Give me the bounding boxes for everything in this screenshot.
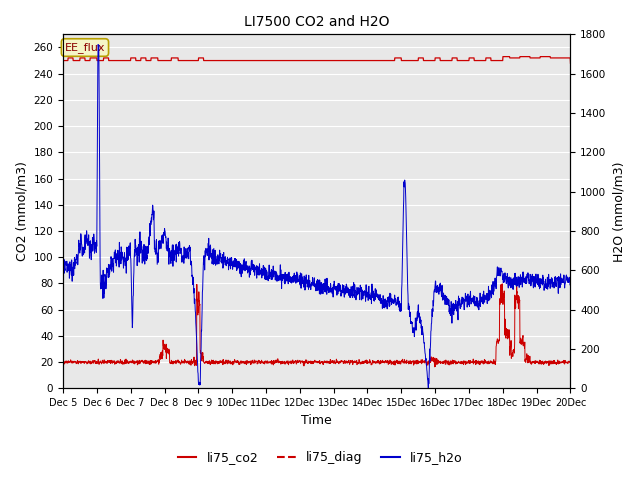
li75_co2 bbox=[552, 361, 560, 367]
li75_co2 bbox=[431, 364, 438, 370]
li75_co2 bbox=[513, 280, 520, 286]
Line: li75_co2: li75_co2 bbox=[63, 283, 570, 367]
li75_h2o bbox=[292, 277, 300, 283]
li75_co2 bbox=[566, 357, 574, 363]
Title: LI7500 CO2 and H2O: LI7500 CO2 and H2O bbox=[244, 15, 390, 29]
li75_co2 bbox=[552, 360, 560, 366]
li75_co2 bbox=[459, 360, 467, 366]
li75_diag bbox=[59, 58, 67, 63]
li75_diag bbox=[292, 58, 300, 63]
li75_co2 bbox=[85, 360, 93, 365]
li75_h2o bbox=[306, 284, 314, 289]
li75_h2o bbox=[566, 275, 574, 280]
li75_h2o bbox=[59, 263, 67, 269]
li75_h2o bbox=[85, 242, 93, 248]
li75_h2o bbox=[552, 284, 560, 289]
li75_diag bbox=[566, 60, 574, 66]
Legend: li75_co2, li75_diag, li75_h2o: li75_co2, li75_diag, li75_h2o bbox=[173, 446, 467, 469]
li75_diag bbox=[459, 58, 467, 63]
li75_diag bbox=[306, 58, 314, 63]
li75_co2 bbox=[292, 361, 300, 367]
Line: li75_h2o: li75_h2o bbox=[63, 45, 570, 388]
X-axis label: Time: Time bbox=[301, 414, 332, 427]
li75_co2 bbox=[59, 359, 67, 365]
li75_h2o bbox=[460, 295, 467, 300]
Line: li75_diag: li75_diag bbox=[63, 57, 570, 63]
Y-axis label: H2O (mmol/m3): H2O (mmol/m3) bbox=[612, 161, 625, 262]
li75_diag bbox=[499, 54, 507, 60]
li75_h2o bbox=[552, 281, 560, 287]
li75_diag bbox=[552, 55, 560, 61]
li75_h2o bbox=[424, 385, 432, 391]
li75_diag bbox=[85, 58, 93, 63]
Text: EE_flux: EE_flux bbox=[65, 42, 105, 53]
li75_h2o bbox=[94, 42, 102, 48]
Y-axis label: CO2 (mmol/m3): CO2 (mmol/m3) bbox=[15, 161, 28, 261]
li75_co2 bbox=[306, 359, 314, 365]
li75_diag bbox=[552, 55, 559, 61]
